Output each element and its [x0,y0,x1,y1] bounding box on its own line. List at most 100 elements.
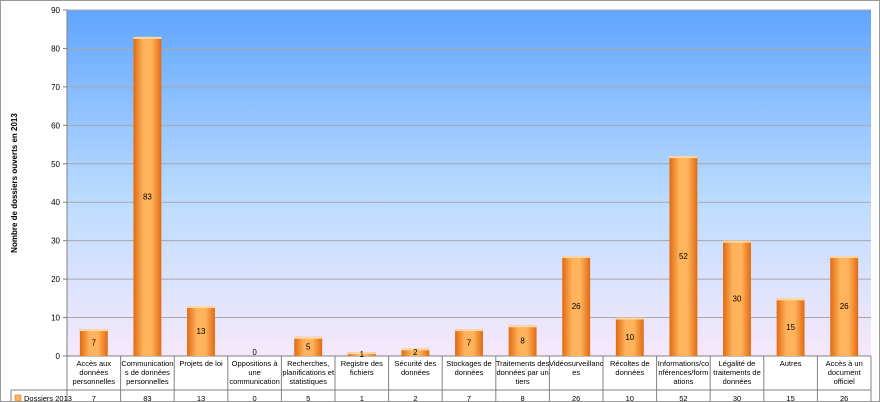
bar [294,336,323,356]
y-tick-label: 20 [51,275,60,284]
table-value: 83 [143,394,151,401]
table-value: 1 [360,394,364,401]
data-label: 2 [413,348,418,357]
x-category-label-line: Stockages de [446,359,491,368]
table-value: 10 [626,394,634,401]
y-tick-label: 80 [51,44,60,53]
bar [401,348,430,356]
x-category-label: Autres [780,359,802,368]
bar-top-edge [294,336,323,339]
data-label: 26 [840,302,849,311]
table-value: 15 [786,394,794,401]
y-tick-label: 30 [51,237,60,246]
y-tick-label: 10 [51,314,60,323]
table-value: 13 [197,394,205,401]
data-label: 7 [92,339,97,348]
x-category-label-line: Sécurité des [395,359,437,368]
x-category-label-line: Accès aux [76,359,111,368]
x-category-label-line: données [79,368,108,377]
y-tick-label: 40 [51,198,60,207]
x-category-label-line: Communication [121,359,173,368]
x-category-label-line: fichiers [350,368,374,377]
bar-top-edge [723,240,751,243]
y-tick-label: 70 [51,83,60,92]
bar-top-edge [347,352,376,355]
x-category-label-line: Vidéosurveillanc [549,359,604,368]
data-label: 26 [572,302,581,311]
x-category-label-line: Accès à un [826,359,863,368]
x-category-label-line: personnelles [126,377,169,386]
y-tick-label: 60 [51,121,60,130]
legend-swatch [14,394,22,401]
x-category-label-line: données [455,368,484,377]
bar-top-edge [508,325,537,328]
x-category-label: Oppositions à une communication [229,359,279,386]
x-category-label-line: statistiques [289,377,327,386]
x-category-label-line: tiers [516,377,530,386]
x-category-label: Vidéosurveillanc es [549,359,604,377]
x-category-label-line: Récoltes de [610,359,650,368]
bar-top-edge [187,306,215,309]
x-category-label-line: planifications et [282,368,335,377]
x-category-label-line: données [401,368,430,377]
table-value: 26 [572,394,580,401]
x-category-label: Accès à un document officiel [826,359,863,386]
bar [776,298,805,356]
table-value: 52 [679,394,687,401]
x-category-label-line: Informations/co [658,359,709,368]
data-label: 13 [197,327,206,336]
bar-top-edge [669,156,698,159]
table-value: 7 [92,394,96,401]
bar [615,317,644,356]
x-category-label-line: es [572,368,580,377]
bar [187,306,215,356]
bar-top-edge [830,256,859,259]
x-category-label: Accès aux données personnelles [73,359,116,386]
x-category-label: Stockages de données [446,359,491,377]
x-category-label: Projets de loi [179,359,223,368]
x-category-label: Légalité de traitements de données [713,359,761,386]
x-category-label-line: données [615,368,644,377]
y-tick-label: 0 [56,352,61,361]
data-label: 83 [143,192,152,201]
x-category-label-line: s de données [125,368,170,377]
bar [508,325,537,356]
data-label: 30 [733,294,742,303]
bar-top-edge [455,329,483,332]
x-category-label: Recherches, planifications et statistiques [282,359,335,386]
data-label: 8 [520,337,525,346]
x-category-label-line: Registre des [341,359,383,368]
bar [562,256,591,356]
table-value: 0 [253,394,257,401]
x-category-label: Traitements des données par un tiers [496,359,550,386]
data-label: 10 [625,333,634,342]
table-value: 30 [733,394,741,401]
x-category-label-line: Oppositions à [232,359,279,368]
x-category-label-line: nférences/form [658,368,708,377]
bar [669,156,698,356]
data-label: 1 [360,350,365,359]
table-value: 5 [306,394,310,401]
bar [133,36,162,357]
table-value: 7 [467,394,471,401]
x-category-label-line: Légalité de [719,359,756,368]
x-category-label-line: une [248,368,261,377]
bar-top-edge [401,348,430,351]
x-category-label-line: Autres [780,359,802,368]
y-tick-label: 90 [51,6,60,15]
x-category-label: Informations/co nférences/form ations [658,359,709,386]
bar [455,329,483,356]
data-label: 5 [306,342,311,351]
x-category-label-line: officiel [834,377,855,386]
x-category-label: Sécurité des données [395,359,437,377]
x-category-label-line: traitements de [713,368,761,377]
bar [830,256,859,356]
bar-top-edge [79,329,108,332]
data-label: 7 [467,339,472,348]
bar-top-edge [615,317,644,320]
bar [723,240,751,356]
x-category-label-line: Traitements des [496,359,550,368]
data-label: 0 [252,348,257,357]
